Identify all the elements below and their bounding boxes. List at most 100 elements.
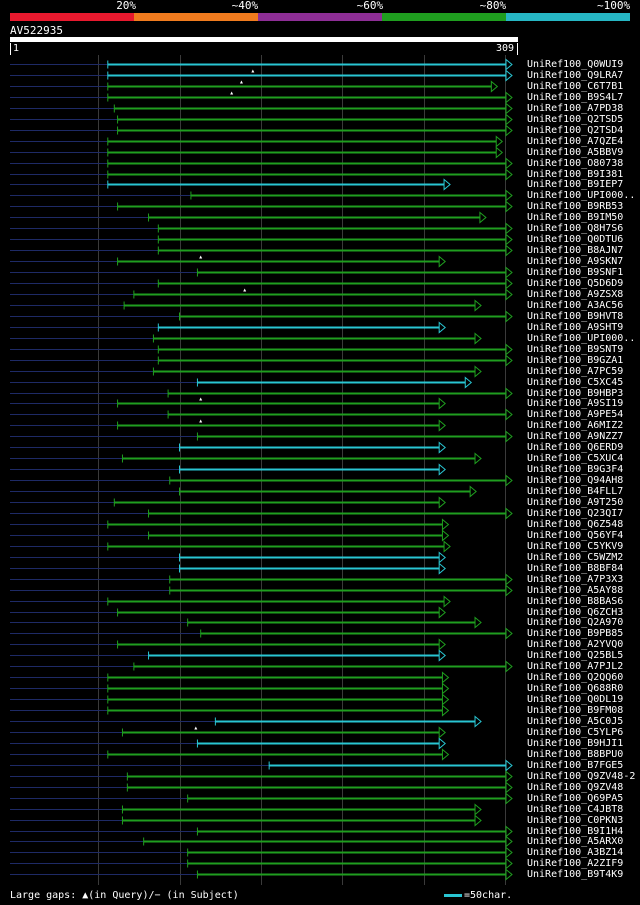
alignment-label[interactable]: UniRef100_B7FGE5 <box>527 759 624 771</box>
alignment-label[interactable]: UniRef100_Q8H7S6 <box>527 222 624 234</box>
alignment-label[interactable]: UniRef100_A7PJL2 <box>527 660 624 672</box>
scale-label: ~40% <box>231 0 259 12</box>
alignment-label[interactable]: UniRef100_Q6Z548 <box>527 518 624 530</box>
alignment-arrow <box>441 518 450 531</box>
query-gap-marker <box>239 80 243 84</box>
alignment-label[interactable]: UniRef100_A7P3X3 <box>527 573 624 585</box>
alignment-label[interactable]: UniRef100_Q9ZV48 <box>527 781 624 793</box>
alignment-label[interactable]: UniRef100_B9HJI1 <box>527 737 624 749</box>
alignment-label[interactable]: UniRef100_B9PB85 <box>527 627 624 639</box>
alignment-label[interactable]: UniRef100_Q688R0 <box>527 682 624 694</box>
alignment-label[interactable]: UniRef100_Q94AH8 <box>527 474 624 486</box>
alignment-label[interactable]: UniRef100_Q9ZV48-2 <box>527 770 636 782</box>
alignment-label[interactable]: UniRef100_A5C0J5 <box>527 715 624 727</box>
alignment-label[interactable]: UniRef100_B9SNF1 <box>527 266 624 278</box>
alignment-label[interactable]: UniRef100_Q0WUI9 <box>527 58 624 70</box>
alignment-label[interactable]: UniRef100_C5WZM2 <box>527 551 624 563</box>
alignment-label[interactable]: UniRef100_Q2A970 <box>527 616 624 628</box>
alignment-arrow <box>443 178 451 191</box>
alignment-label[interactable]: UniRef100_B9SNT9 <box>527 343 624 355</box>
alignment-label[interactable]: UniRef100_Q69PA5 <box>527 792 624 804</box>
alignment-label[interactable]: UniRef100_Q0DL19 <box>527 693 624 705</box>
alignment-label[interactable]: UniRef100_Q2TSD5 <box>527 113 624 125</box>
alignment-label[interactable]: UniRef100_A5AY88 <box>527 584 624 596</box>
alignment-label[interactable]: UniRef100_Q2QQ60 <box>527 671 624 683</box>
alignment-label[interactable]: UniRef100_C0PKN3 <box>527 814 624 826</box>
alignment-label[interactable]: UniRef100_A5BBV9 <box>527 146 624 158</box>
alignment-label[interactable]: UniRef100_A9ZSX8 <box>527 288 624 300</box>
alignment-arrow <box>490 80 499 93</box>
query-gap-marker <box>199 397 203 401</box>
alignment-label[interactable]: UniRef100_Q0DTU6 <box>527 233 624 245</box>
alignment-label[interactable]: UniRef100_C6T7B1 <box>527 80 624 92</box>
alignment-label[interactable]: UniRef100_B8BPU0 <box>527 748 624 760</box>
alignment-label[interactable]: UniRef100_A3AC56 <box>527 299 624 311</box>
query-gap-marker <box>194 726 198 730</box>
query-gap-marker <box>243 288 247 292</box>
alignment-arrow <box>441 671 450 684</box>
alignment-arrow <box>505 310 513 323</box>
scale-label: ~60% <box>356 0 384 12</box>
alignment-label[interactable]: UniRef100_B9T4K9 <box>527 868 624 880</box>
scale-segment <box>258 13 382 21</box>
alignment-label[interactable]: UniRef100_B9S4L7 <box>527 91 624 103</box>
alignment-label[interactable]: UniRef100_A9T250 <box>527 496 624 508</box>
alignment-label[interactable]: UniRef100_UPI000.. <box>527 332 636 344</box>
alignment-label[interactable]: UniRef100_B8BF84 <box>527 562 624 574</box>
query-id: AV522935 <box>10 24 63 37</box>
alignment-label[interactable]: UniRef100_B9HBP3 <box>527 387 624 399</box>
alignment-label[interactable]: UniRef100_A3BZ14 <box>527 846 624 858</box>
alignment-label[interactable]: UniRef100_Q5D6D9 <box>527 277 624 289</box>
alignment-label[interactable]: UniRef100_B8AJN7 <box>527 244 624 256</box>
scale-segment <box>134 13 258 21</box>
query-start-tick <box>10 43 11 55</box>
alignment-arrow <box>505 58 513 71</box>
alignment-label[interactable]: UniRef100_Q56YF4 <box>527 529 624 541</box>
alignment-label[interactable]: UniRef100_B9IM50 <box>527 211 624 223</box>
alignment-label[interactable]: UniRef100_A9NZZ7 <box>527 430 624 442</box>
alignment-arrow <box>438 463 446 476</box>
alignment-arrow <box>505 857 513 870</box>
alignment-label[interactable]: UniRef100_C5YKV9 <box>527 540 624 552</box>
alignment-label[interactable]: UniRef100_B9FM08 <box>527 704 624 716</box>
scale-segment <box>10 13 134 21</box>
alignment-label[interactable]: UniRef100_Q6ERD9 <box>527 441 624 453</box>
alignment-label[interactable]: UniRef100_A5ARX0 <box>527 835 624 847</box>
alignment-label[interactable]: UniRef100_Q25BL5 <box>527 649 624 661</box>
alignment-arrow <box>474 299 482 312</box>
alignment-label[interactable]: UniRef100_B9RB53 <box>527 200 624 212</box>
alignment-arrow <box>441 693 450 706</box>
alignment-label[interactable]: UniRef100_A9SKN7 <box>527 255 624 267</box>
alignment-label[interactable]: UniRef100_B9I381 <box>527 168 624 180</box>
alignment-arrow <box>438 397 446 410</box>
alignment-label[interactable]: UniRef100_B9IEP7 <box>527 178 624 190</box>
alignment-label[interactable]: UniRef100_Q2TSD4 <box>527 124 624 136</box>
alignment-label[interactable]: UniRef100_Q23QI7 <box>527 507 624 519</box>
alignment-label[interactable]: UniRef100_B4FLL7 <box>527 485 624 497</box>
alignment-arrow <box>438 255 446 268</box>
alignment-label[interactable]: UniRef100_B9GZA1 <box>527 354 624 366</box>
alignment-label[interactable]: UniRef100_C5XUC4 <box>527 452 624 464</box>
alignment-arrow <box>443 595 451 608</box>
alignment-label[interactable]: UniRef100_O80738 <box>527 157 624 169</box>
alignment-label[interactable]: UniRef100_C5XC45 <box>527 376 624 388</box>
alignment-label[interactable]: UniRef100_B8BAS6 <box>527 595 624 607</box>
alignment-label[interactable]: UniRef100_Q6ZCH3 <box>527 606 624 618</box>
alignment-label[interactable]: UniRef100_A2ZIF9 <box>527 857 624 869</box>
alignment-label[interactable]: UniRef100_C4JBT8 <box>527 803 624 815</box>
alignment-arrow <box>505 354 513 367</box>
alignment-label[interactable]: UniRef100_A9SI19 <box>527 397 624 409</box>
alignment-label[interactable]: UniRef100_A7PC59 <box>527 365 624 377</box>
alignment-label[interactable]: UniRef100_C5YLP6 <box>527 726 624 738</box>
alignment-label[interactable]: UniRef100_A9SHT9 <box>527 321 624 333</box>
alignment-label[interactable]: UniRef100_UPI000.. <box>527 189 636 201</box>
alignment-label[interactable]: UniRef100_B9G3F4 <box>527 463 624 475</box>
alignment-label[interactable]: UniRef100_A9PE54 <box>527 408 624 420</box>
alignment-label[interactable]: UniRef100_A2YVQ0 <box>527 638 624 650</box>
alignment-label[interactable]: UniRef100_A7PD38 <box>527 102 624 114</box>
alignment-label[interactable]: UniRef100_Q9LRA7 <box>527 69 624 81</box>
alignment-label[interactable]: UniRef100_A7QZE4 <box>527 135 624 147</box>
alignment-label[interactable]: UniRef100_A6MIZ2 <box>527 419 624 431</box>
alignment-label[interactable]: UniRef100_B9HVT8 <box>527 310 624 322</box>
alignment-label[interactable]: UniRef100_B9I1H4 <box>527 825 624 837</box>
